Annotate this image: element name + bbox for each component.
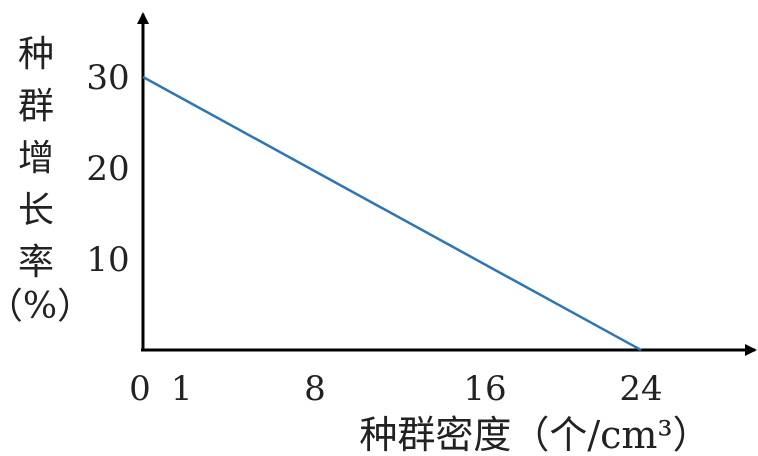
x-tick-label: 24 xyxy=(619,369,662,409)
y-axis-label-char: 种 xyxy=(18,34,54,75)
x-tick-label: 8 xyxy=(304,369,326,409)
series-line xyxy=(142,75,642,352)
x-tick-labels: 0 1 8 16 24 xyxy=(129,369,662,409)
y-tick-label: 20 xyxy=(86,149,129,189)
x-tick-label: 0 xyxy=(129,369,151,409)
series-layer xyxy=(142,75,642,352)
y-axis-label-char: 增 xyxy=(18,138,54,179)
y-axis-unit: （%） xyxy=(0,286,93,327)
y-axis-label-char: 群 xyxy=(18,86,54,127)
y-tick-label: 30 xyxy=(86,58,129,98)
y-axis-label-char: 率 xyxy=(18,242,54,283)
x-tick-label: 1 xyxy=(171,369,193,409)
x-axis-label: 种群密度（个/cm³） xyxy=(359,413,710,456)
y-tick-label: 10 xyxy=(86,240,129,280)
y-axis-label-char: 长 xyxy=(18,190,54,231)
y-tick-labels: 10 20 30 xyxy=(86,58,129,280)
x-tick-label: 16 xyxy=(463,369,506,409)
